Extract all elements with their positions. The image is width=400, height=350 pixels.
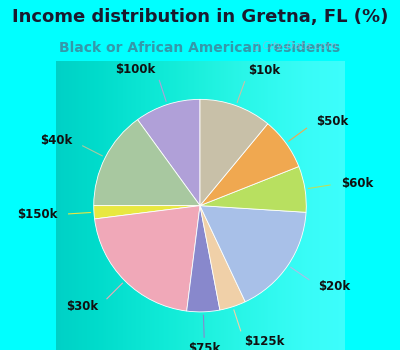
Wedge shape <box>94 206 200 311</box>
Wedge shape <box>200 206 245 310</box>
Text: $10k: $10k <box>248 64 281 77</box>
Wedge shape <box>94 120 200 206</box>
Wedge shape <box>187 206 220 312</box>
Wedge shape <box>200 167 306 212</box>
Text: $75k: $75k <box>188 342 221 350</box>
Text: $50k: $50k <box>316 115 348 128</box>
Wedge shape <box>200 206 306 302</box>
Text: $30k: $30k <box>67 300 99 313</box>
Text: $125k: $125k <box>244 335 285 348</box>
Text: $100k: $100k <box>116 63 156 76</box>
Text: $40k: $40k <box>40 134 72 147</box>
Text: $20k: $20k <box>318 280 350 293</box>
Wedge shape <box>200 99 268 206</box>
Text: ⓘ City-Data.com: ⓘ City-Data.com <box>253 41 336 51</box>
Text: Income distribution in Gretna, FL (%): Income distribution in Gretna, FL (%) <box>12 8 388 26</box>
Wedge shape <box>138 99 200 206</box>
Text: $60k: $60k <box>342 177 374 190</box>
Text: Black or African American residents: Black or African American residents <box>60 41 340 55</box>
Wedge shape <box>94 206 200 219</box>
Text: $150k: $150k <box>17 208 57 221</box>
Wedge shape <box>200 124 299 206</box>
